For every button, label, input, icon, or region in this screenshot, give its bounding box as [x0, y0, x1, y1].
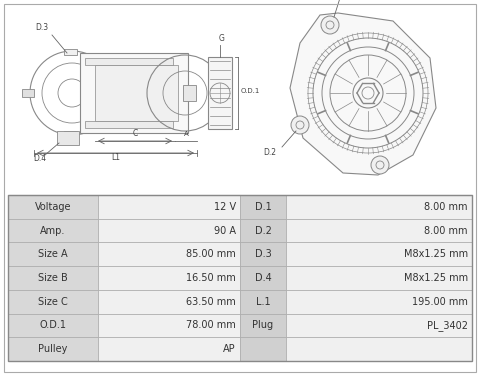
Polygon shape [290, 13, 436, 175]
Text: 195.00 mm: 195.00 mm [412, 297, 468, 307]
Polygon shape [57, 131, 79, 145]
Text: 12 V: 12 V [214, 202, 236, 212]
Text: D.3: D.3 [254, 249, 271, 259]
Text: Plug: Plug [252, 320, 274, 331]
Polygon shape [85, 121, 173, 128]
Text: M8x1.25 mm: M8x1.25 mm [404, 249, 468, 259]
Polygon shape [85, 58, 173, 65]
Text: D.2: D.2 [264, 148, 276, 157]
Bar [286, 266, 472, 290]
Bar [8, 266, 98, 290]
Bar [8, 195, 98, 219]
Text: O.D.1: O.D.1 [241, 88, 260, 94]
Text: L.1: L.1 [256, 297, 270, 307]
Text: Pulley: Pulley [38, 344, 68, 354]
Text: D.4: D.4 [254, 273, 271, 283]
Text: 8.00 mm: 8.00 mm [424, 226, 468, 236]
Text: 63.50 mm: 63.50 mm [186, 297, 236, 307]
Bar [240, 290, 286, 314]
Bar [286, 243, 472, 266]
Text: 90 A: 90 A [214, 226, 236, 236]
Bar [8, 290, 98, 314]
Text: Size C: Size C [38, 297, 68, 307]
Bar [98, 243, 240, 266]
Polygon shape [95, 65, 178, 121]
Text: D.2: D.2 [254, 226, 271, 236]
Bar [240, 195, 286, 219]
Text: 85.00 mm: 85.00 mm [186, 249, 236, 259]
Text: D.3: D.3 [36, 23, 48, 32]
Bar [286, 290, 472, 314]
Polygon shape [183, 85, 196, 101]
Text: D.1: D.1 [254, 202, 271, 212]
Text: 8.00 mm: 8.00 mm [424, 202, 468, 212]
Bar [98, 266, 240, 290]
Polygon shape [22, 89, 34, 97]
Circle shape [321, 16, 339, 34]
Text: O.D.1: O.D.1 [39, 320, 67, 331]
Text: D.4: D.4 [34, 154, 47, 163]
Bar [240, 337, 286, 361]
Text: G: G [219, 34, 225, 43]
Bar [98, 219, 240, 243]
Bar [286, 219, 472, 243]
Circle shape [371, 156, 389, 174]
Bar [98, 290, 240, 314]
Text: Size B: Size B [38, 273, 68, 283]
Circle shape [291, 116, 309, 134]
Bar [98, 314, 240, 337]
Bar [8, 243, 98, 266]
Bar [98, 337, 240, 361]
Bar [8, 337, 98, 361]
Text: AP: AP [223, 344, 236, 354]
Text: Voltage: Voltage [35, 202, 71, 212]
Bar [240, 266, 286, 290]
Text: PL_3402: PL_3402 [427, 320, 468, 331]
Bar [8, 219, 98, 243]
Bar [286, 314, 472, 337]
Text: Size A: Size A [38, 249, 68, 259]
Text: 78.00 mm: 78.00 mm [186, 320, 236, 331]
Text: L1: L1 [111, 153, 120, 162]
Bar [240, 243, 286, 266]
Polygon shape [208, 57, 232, 129]
Bar [98, 195, 240, 219]
Bar [8, 195, 472, 361]
Polygon shape [64, 131, 77, 137]
Text: 16.50 mm: 16.50 mm [186, 273, 236, 283]
Polygon shape [64, 49, 77, 55]
Text: Amp.: Amp. [40, 226, 66, 236]
Bar [286, 337, 472, 361]
Bar [240, 219, 286, 243]
Text: M8x1.25 mm: M8x1.25 mm [404, 273, 468, 283]
Text: C: C [132, 129, 138, 138]
Text: A: A [184, 131, 188, 137]
Bar [240, 314, 286, 337]
Bar [8, 314, 98, 337]
Polygon shape [80, 53, 188, 133]
Bar [286, 195, 472, 219]
